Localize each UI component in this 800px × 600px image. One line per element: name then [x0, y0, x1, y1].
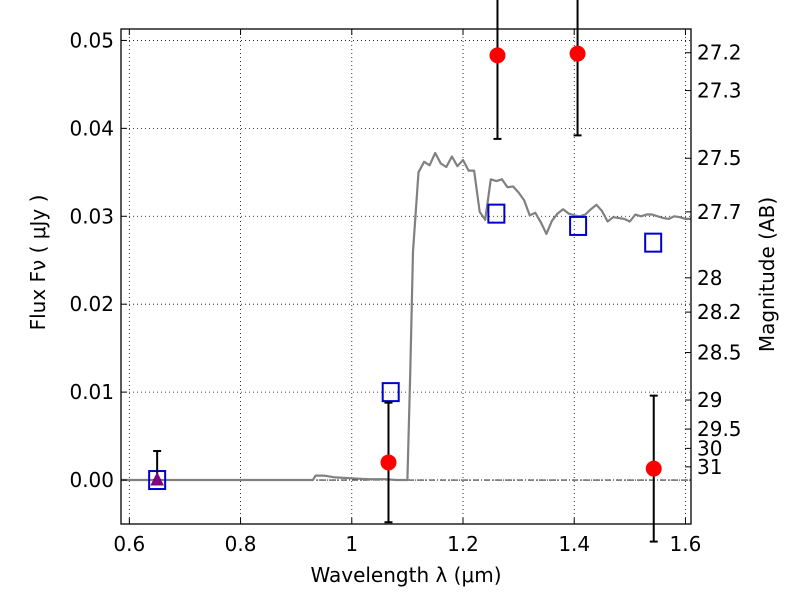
y2-tick-label: 27.3 [697, 79, 742, 103]
y2-tick-label: 29.5 [697, 417, 742, 441]
model-spectrum-line [121, 151, 691, 482]
y-tick-label: 0.00 [69, 468, 114, 492]
model-photometry-square [381, 382, 400, 403]
y2-tick-label: 28.2 [697, 300, 742, 324]
y2-tick-label: 27.5 [697, 146, 742, 170]
y-axis-label: Flux Fν ( μJy ) [26, 195, 50, 331]
model-photometry-square [569, 215, 588, 236]
observed-point [645, 460, 662, 477]
grid [121, 29, 691, 524]
y2-tick-label: 31 [697, 455, 722, 479]
x-axis-label: Wavelength λ (μm) [310, 563, 501, 587]
x-tick-label: 1 [345, 532, 358, 556]
y2-tick-label: 27.2 [697, 41, 742, 65]
x-tick-label: 0.6 [113, 532, 145, 556]
x-tick-label: 1.2 [447, 532, 479, 556]
y2-tick-label: 27.7 [697, 200, 742, 224]
y2-tick-label: 29 [697, 388, 722, 412]
y-tick-label: 0.03 [69, 204, 114, 228]
axis-ticks: 0.6 0.8 1 1.2 1.4 1.6 0.00 0.01 0.02 0.03 0.04 0.05… [69, 28, 741, 556]
y-tick-label: 0.04 [69, 116, 114, 140]
upper-limit-triangle [150, 471, 164, 486]
y-tick-label: 0.01 [69, 380, 114, 404]
model-photometry-square [644, 232, 663, 253]
data-marks [148, 0, 663, 543]
y2-axis-label: Magnitude (AB) [755, 197, 779, 352]
y2-tick-label: 28.5 [697, 341, 742, 365]
x-tick-label: 0.8 [225, 532, 257, 556]
y-tick-label: 0.05 [69, 28, 114, 52]
observed-point [380, 454, 397, 471]
y2-tick-label: 28 [697, 266, 722, 290]
y-tick-label: 0.02 [69, 292, 114, 316]
x-tick-label: 1.4 [558, 532, 590, 556]
plot-frame [120, 28, 692, 525]
observed-point [489, 47, 506, 64]
y2-tick-label: 30 [697, 436, 722, 460]
observed-point [569, 45, 586, 62]
x-tick-label: 1.6 [670, 532, 702, 556]
model-photometry-square [487, 203, 506, 224]
